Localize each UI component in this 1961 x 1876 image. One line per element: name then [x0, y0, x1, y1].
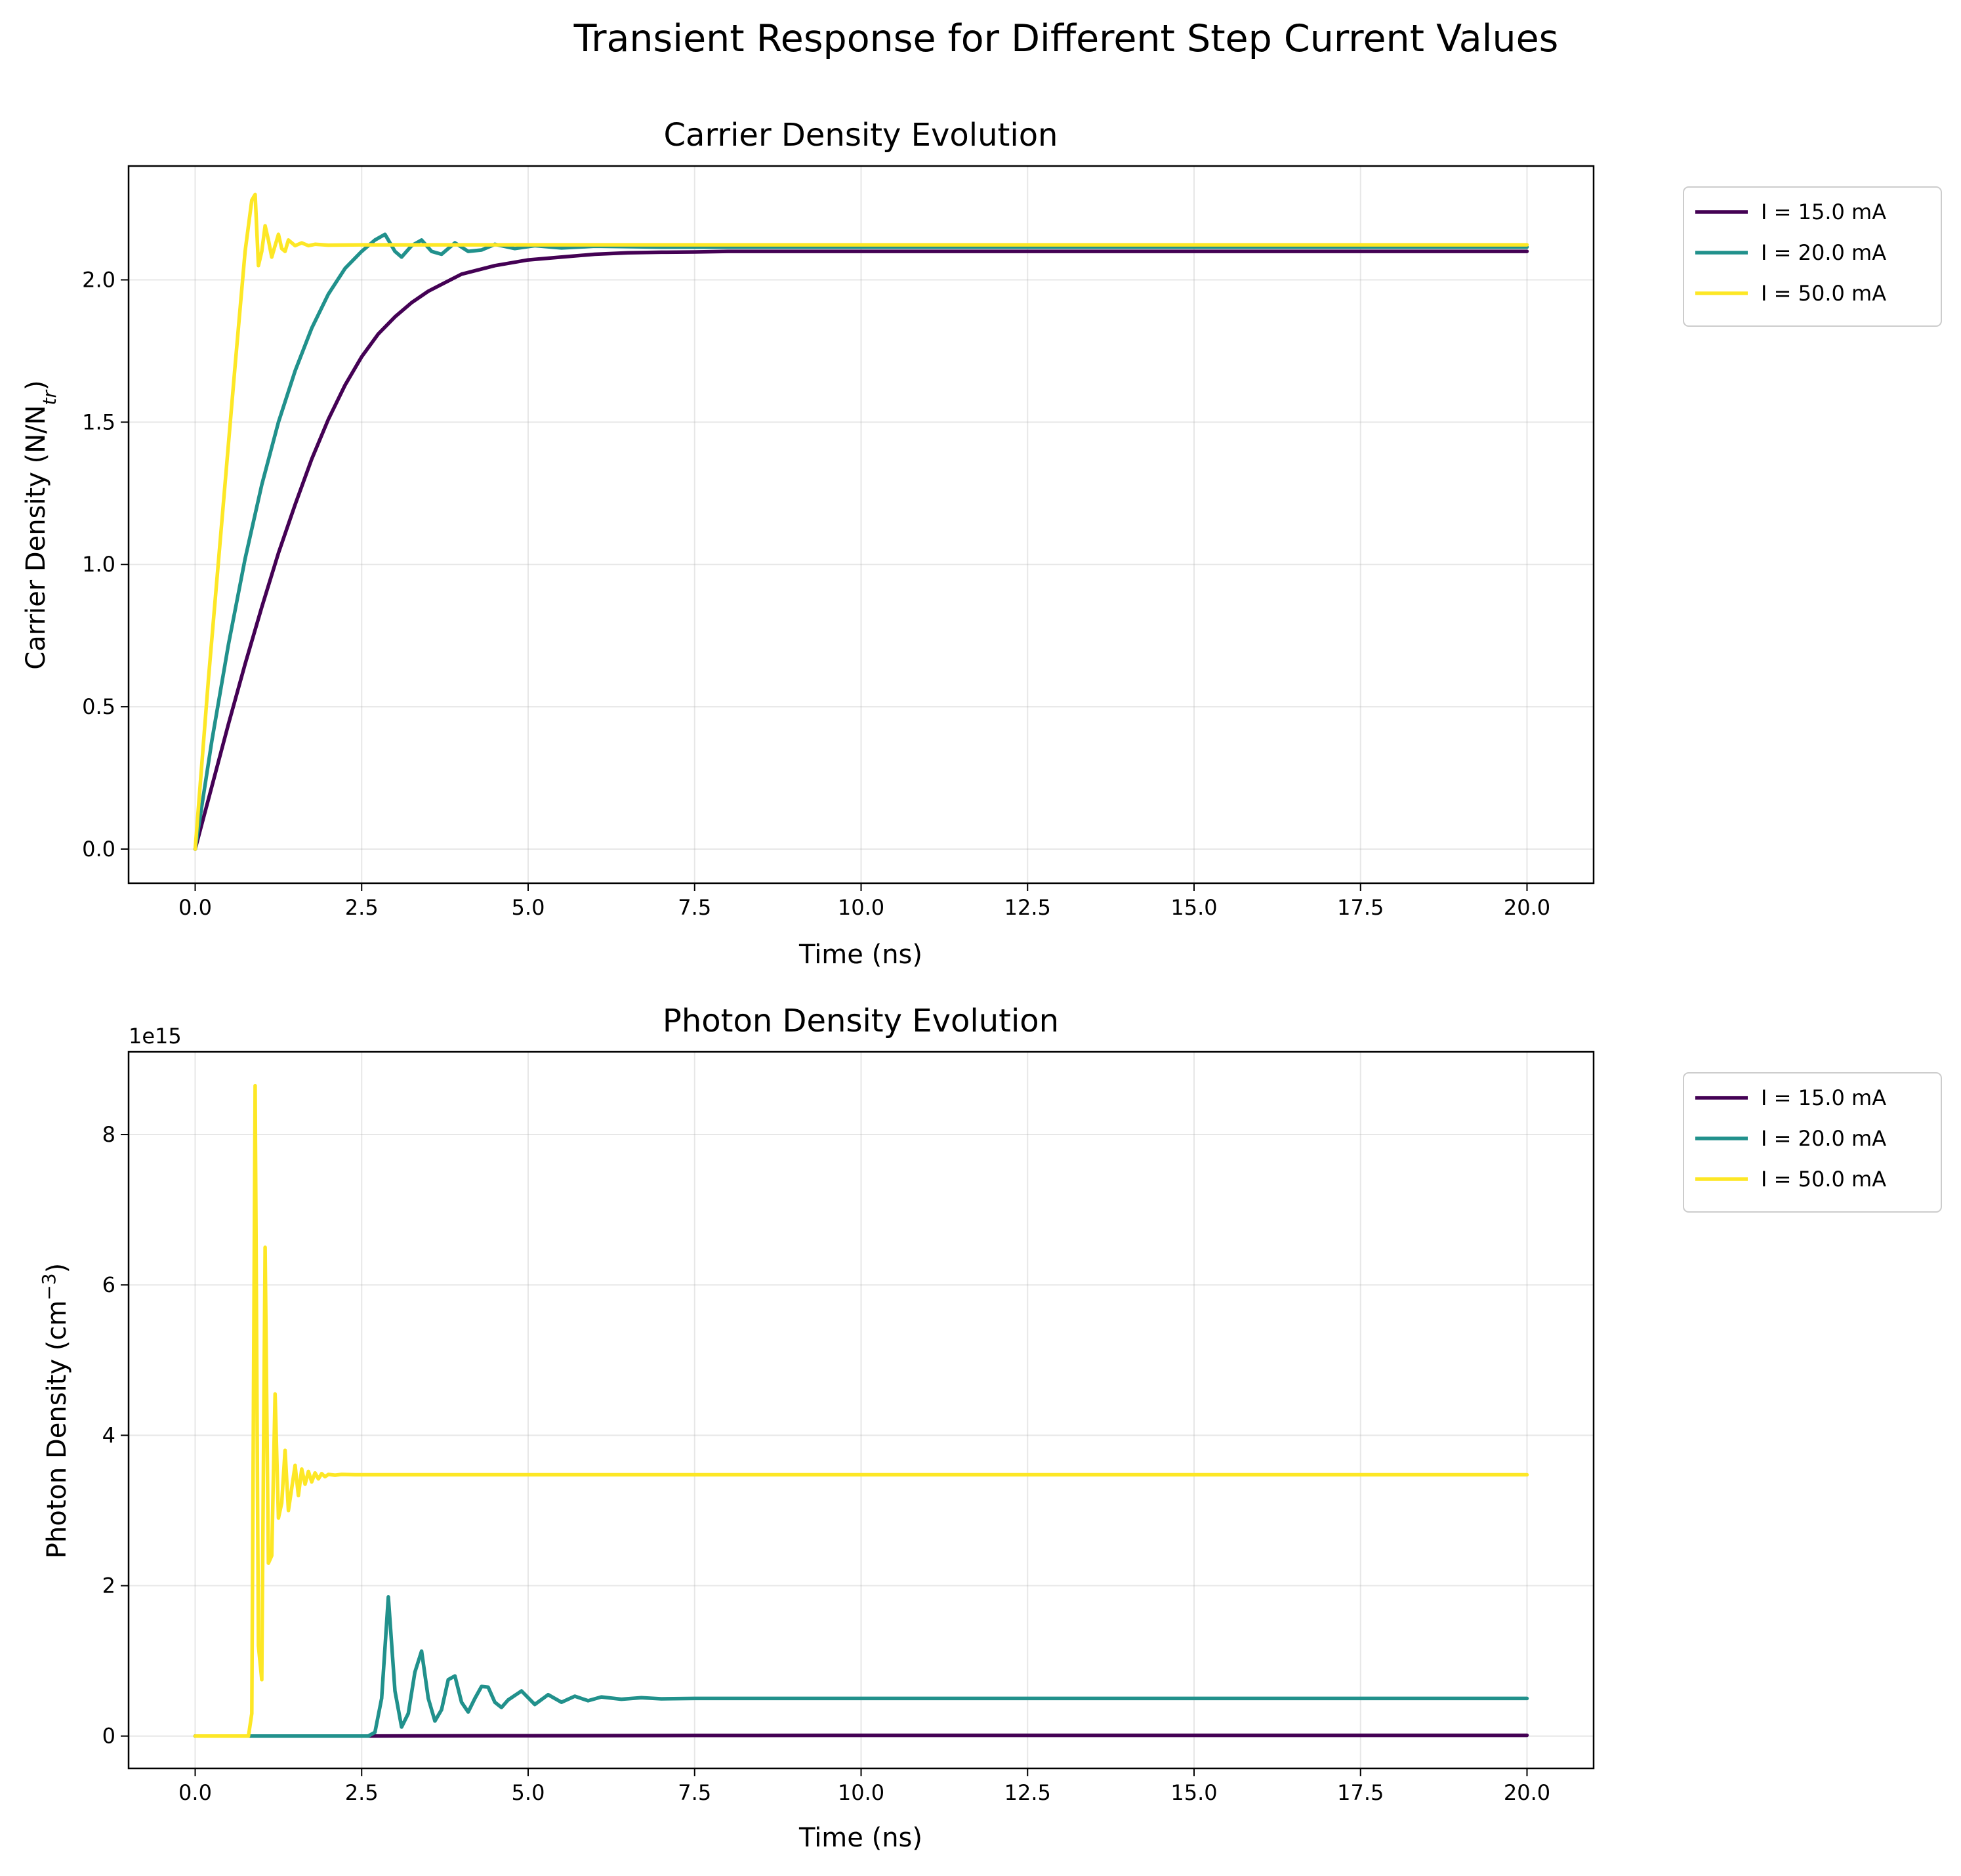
- photon-density-ytick-label: 8: [102, 1122, 115, 1147]
- photon-density-xtick-label: 5.0: [512, 1780, 545, 1805]
- carrier-density-xtick-label: 10.0: [838, 895, 884, 920]
- carrier-density-grid: [129, 166, 1594, 883]
- carrier-density-ylabel: Carrier Density (N/Ntr): [21, 380, 60, 669]
- carrier-density-xtick-label: 12.5: [1004, 895, 1051, 920]
- carrier-density-xtick-label: 15.0: [1170, 895, 1217, 920]
- carrier-density-ytick-label: 2.0: [82, 267, 115, 292]
- photon-density-xtick-label: 12.5: [1004, 1780, 1051, 1805]
- carrier-density-ytick-label: 1.0: [82, 552, 115, 577]
- photon-density-legend-box: [1683, 1072, 1942, 1213]
- photon-density-series-line-3: [193, 1083, 1529, 1738]
- carrier-density-ytick-label: 1.5: [82, 409, 115, 434]
- carrier-density-series: [193, 192, 1529, 851]
- carrier-density-xtick-label: 20.0: [1504, 895, 1550, 920]
- figure-suptitle: Transient Response for Different Step Cu…: [573, 17, 1559, 60]
- carrier-density-ylabel-main: Carrier Density (N/N: [21, 405, 51, 669]
- photon-density-legend-label: I = 50.0 mA: [1761, 1167, 1886, 1192]
- photon-density-offset-text: 1e15: [129, 1024, 182, 1049]
- carrier-density-panel: Carrier Density Evolution 0.0 2.5 5.0 7.5 10…: [21, 117, 1942, 970]
- carrier-density-legend: I = 15.0 mA I = 20.0 mA I = 50.0 mA: [1683, 186, 1942, 327]
- carrier-density-legend-label: I = 15.0 mA: [1761, 199, 1886, 224]
- carrier-density-legend-label: I = 20.0 mA: [1761, 240, 1886, 265]
- photon-density-series-line-2: [193, 1595, 1529, 1738]
- photon-density-ylabel-end: ): [42, 1263, 72, 1274]
- carrier-density-xtick-label: 7.5: [678, 895, 711, 920]
- photon-density-xtick-label: 2.5: [345, 1780, 379, 1805]
- carrier-density-series-line-3: [193, 192, 1529, 851]
- photon-density-title: Photon Density Evolution: [663, 1003, 1059, 1039]
- photon-density-legend: I = 15.0 mA I = 20.0 mA I = 50.0 mA: [1683, 1072, 1942, 1213]
- photon-density-panel: Photon Density Evolution 0.0 2.5 5.0 7.5 10.…: [38, 1003, 1942, 1853]
- photon-density-grid: [129, 1052, 1594, 1768]
- carrier-density-ylabel-sub: tr: [39, 389, 60, 405]
- carrier-density-xtick-label: 5.0: [512, 895, 545, 920]
- photon-density-ytick-label: 4: [102, 1423, 115, 1448]
- photon-density-xtick-label: 17.5: [1337, 1780, 1384, 1805]
- photon-density-ylabel-sup: −3: [38, 1273, 60, 1300]
- photon-density-ytick-label: 2: [102, 1574, 115, 1598]
- photon-density-legend-label: I = 15.0 mA: [1761, 1085, 1886, 1110]
- photon-density-xtick-label: 10.0: [838, 1780, 884, 1805]
- photon-density-series: [193, 1083, 1529, 1738]
- carrier-density-xtick-label: 0.0: [178, 895, 212, 920]
- carrier-density-ytick-label: 0.5: [82, 694, 115, 719]
- carrier-density-xtick-label: 2.5: [345, 895, 379, 920]
- photon-density-legend-label: I = 20.0 mA: [1761, 1126, 1886, 1151]
- carrier-density-legend-label: I = 50.0 mA: [1761, 281, 1886, 306]
- photon-density-ticks: 0.0 2.5 5.0 7.5 10.0 12.5 15.0 17.5 20.0 0 2 4 6 8: [102, 1122, 1550, 1805]
- photon-density-xlabel: Time (ns): [798, 1823, 922, 1853]
- carrier-density-xtick-label: 17.5: [1337, 895, 1384, 920]
- photon-density-ytick-label: 0: [102, 1724, 115, 1749]
- carrier-density-ylabel-end: ): [21, 380, 51, 390]
- carrier-density-ticks: 0.0 2.5 5.0 7.5 10.0 12.5 15.0 17.5 20.0 0.0 0.5 1.…: [82, 267, 1550, 920]
- carrier-density-legend-box: [1683, 186, 1942, 327]
- photon-density-xtick-label: 0.0: [178, 1780, 212, 1805]
- carrier-density-title: Carrier Density Evolution: [664, 117, 1058, 154]
- photon-density-ylabel: Photon Density (cm−3): [38, 1263, 73, 1558]
- photon-density-xtick-label: 20.0: [1504, 1780, 1550, 1805]
- photon-density-xtick-label: 15.0: [1170, 1780, 1217, 1805]
- photon-density-ytick-label: 6: [102, 1272, 115, 1297]
- photon-density-ylabel-main: Photon Density (cm: [42, 1301, 72, 1559]
- carrier-density-xlabel: Time (ns): [798, 940, 922, 970]
- photon-density-xtick-label: 7.5: [678, 1780, 711, 1805]
- carrier-density-series-line-1: [193, 249, 1529, 851]
- carrier-density-ytick-label: 0.0: [82, 837, 115, 862]
